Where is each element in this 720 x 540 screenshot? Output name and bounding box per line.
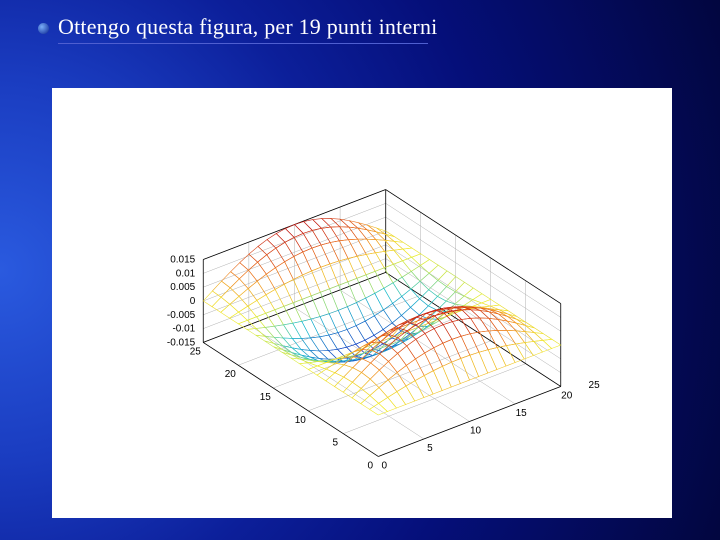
svg-text:20: 20 [225,369,237,380]
title-underline [58,43,428,44]
slide-title: Ottengo questa figura, per 19 punti inte… [58,14,437,40]
svg-text:25: 25 [589,380,601,391]
svg-text:5: 5 [332,438,338,449]
svg-text:0.01: 0.01 [176,268,196,279]
svg-text:10: 10 [295,415,307,426]
svg-text:-0.005: -0.005 [167,310,196,321]
svg-text:0: 0 [381,460,387,471]
svg-text:0.015: 0.015 [170,255,195,266]
svg-text:5: 5 [427,443,433,454]
chart-panel: -0.015-0.01-0.00500.0050.010.01505101520… [52,88,672,518]
bullet-icon [38,23,49,34]
presentation-slide: Ottengo questa figura, per 19 punti inte… [0,0,720,540]
svg-text:0: 0 [367,460,373,471]
svg-text:15: 15 [260,392,272,403]
svg-text:10: 10 [470,425,482,436]
svg-text:-0.01: -0.01 [172,324,195,335]
surface-mesh [203,218,560,415]
svg-text:25: 25 [190,346,202,357]
surface-3d-chart: -0.015-0.01-0.00500.0050.010.01505101520… [52,88,672,518]
svg-text:0.005: 0.005 [170,282,195,293]
svg-text:15: 15 [516,408,528,419]
svg-text:0: 0 [190,296,196,307]
svg-text:20: 20 [561,390,573,401]
